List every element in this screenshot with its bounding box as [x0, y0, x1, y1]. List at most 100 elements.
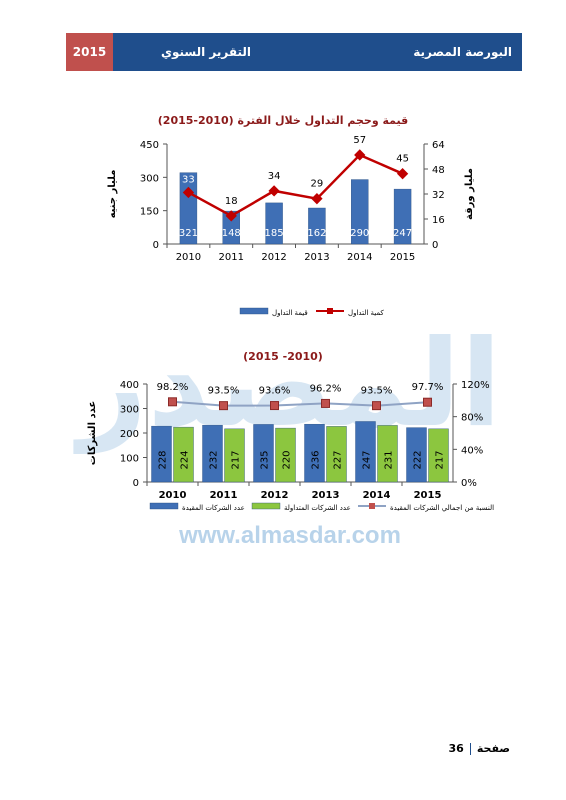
line-marker [396, 168, 409, 180]
x-tick-label: 2011 [219, 252, 244, 263]
trading-value-volume-chart: قيمة وحجم التداول خلال الفترة (2010-2015… [107, 114, 475, 317]
listed-companies-chart: (2015 -2010) 0 100 200 300 400 0% 40% 80% 120% عدد… [87, 350, 494, 512]
bar [326, 426, 347, 483]
x-tick-label: 2013 [312, 490, 340, 501]
line-data-label: 96.2% [310, 383, 342, 394]
bar-data-label: 148 [222, 228, 241, 239]
line-data-label: 97.7% [412, 382, 444, 393]
x-tick-label: 2011 [210, 490, 238, 501]
line-marker [268, 185, 280, 197]
bar-data-label: 235 [260, 450, 271, 469]
y-tick-label-right: 40% [461, 445, 483, 456]
bar-data-label: 321 [179, 228, 198, 239]
y-tick-label-right: 32 [432, 190, 445, 201]
x-tick-label: 2014 [363, 490, 391, 501]
header-year: 2015 [66, 33, 113, 71]
bar [275, 427, 296, 483]
legend-swatch [251, 502, 281, 510]
legend-label: النسبة من اجمالي الشركات المقيدة [390, 504, 494, 512]
watermark-url: www.almasdar.com [179, 522, 401, 549]
footer-separator [469, 742, 471, 755]
y-tick-label-left: 150 [140, 207, 159, 218]
y-axis-label-right: مليار ورقة [464, 168, 475, 220]
bar-data-label: 227 [333, 450, 344, 469]
header-report-title: التقرير السنوي [161, 45, 252, 59]
y-tick-label-right: 64 [432, 140, 445, 151]
bar-data-label: 162 [307, 228, 326, 239]
x-tick-label: 2012 [261, 490, 289, 501]
y-tick-label-left: 300 [140, 173, 159, 184]
page-header: 2015 التقرير السنوي البورصة المصرية [66, 33, 522, 71]
bar-data-label: 247 [393, 228, 412, 239]
line-marker [219, 401, 228, 411]
bar-data-label: 232 [209, 450, 220, 469]
bar-data-label: 228 [158, 450, 169, 469]
page-label: صفحة [476, 742, 510, 755]
x-tick-label: 2015 [414, 490, 442, 501]
bar-data-label: 247 [362, 450, 373, 469]
y-tick-label-right: 48 [432, 165, 445, 176]
bar [224, 428, 245, 483]
y-axis-label-left: مليار جنيه [107, 170, 118, 219]
line-series [172, 400, 428, 407]
line-data-label: 57 [353, 135, 366, 146]
bar [355, 421, 376, 483]
y-tick-label-right: 0% [461, 478, 477, 489]
line-data-label: 93.6% [259, 386, 291, 397]
x-tick-label: 2013 [304, 252, 329, 263]
bar [179, 172, 198, 245]
bar-data-label: 217 [231, 450, 242, 469]
legend-label: كمية التداول [348, 309, 384, 317]
bar-data-label: 185 [265, 228, 284, 239]
legend-swatch-marker [369, 503, 375, 509]
bar-data-label: 290 [350, 228, 369, 239]
header-org-name: البورصة المصرية [413, 45, 512, 59]
bar [406, 427, 427, 483]
y-axis-label-left: عدد الشركات [87, 401, 98, 465]
line-marker [270, 401, 279, 411]
y-tick-label-left: 100 [120, 454, 139, 465]
y-tick-label-right: 120% [461, 380, 490, 391]
line-series [187, 153, 404, 218]
bar [265, 202, 283, 245]
line-data-label: 93.5% [208, 386, 240, 397]
chart-title: قيمة وحجم التداول خلال الفترة (2010-2015… [158, 114, 408, 127]
bar [377, 425, 398, 483]
y-tick-label-left: 200 [120, 429, 139, 440]
line-data-label: 33 [182, 174, 195, 185]
legend-label: عدد الشركات المقيدة [182, 504, 245, 512]
bar [151, 425, 172, 483]
y-tick-label-left: 400 [120, 380, 139, 391]
bar-data-label: 236 [311, 450, 322, 469]
line-data-label: 93.5% [361, 386, 393, 397]
x-tick-label: 2014 [347, 252, 372, 263]
line-marker [423, 397, 432, 407]
line-data-label: 45 [396, 154, 409, 165]
y-tick-label-right: 0 [432, 240, 438, 251]
bar [304, 423, 325, 483]
line-data-label: 29 [311, 179, 324, 190]
page-number: 36 [448, 742, 464, 755]
x-tick-label: 2015 [390, 252, 415, 263]
legend-label: قيمة التداول [272, 309, 308, 317]
y-tick-label-left: 0 [133, 478, 139, 489]
line-marker [168, 397, 177, 407]
bar [202, 424, 223, 483]
y-tick-label-left: 300 [120, 405, 139, 416]
page-footer: 36 صفحة [449, 742, 510, 755]
y-tick-label-right: 16 [432, 215, 445, 226]
legend-swatch [239, 307, 269, 315]
bar-data-label: 220 [282, 450, 293, 469]
y-tick-label-left: 0 [153, 240, 159, 251]
bar [393, 188, 412, 245]
bar-data-label: 222 [413, 450, 424, 469]
legend-label: عدد الشركات المتداولة [284, 504, 351, 512]
bar-data-label: 231 [384, 450, 395, 469]
bar [253, 424, 274, 483]
line-data-label: 18 [225, 196, 238, 207]
x-tick-label: 2010 [176, 252, 201, 263]
bar [428, 428, 449, 483]
line-data-label: 34 [268, 171, 281, 182]
bar [308, 207, 326, 245]
x-tick-label: 2012 [261, 252, 286, 263]
